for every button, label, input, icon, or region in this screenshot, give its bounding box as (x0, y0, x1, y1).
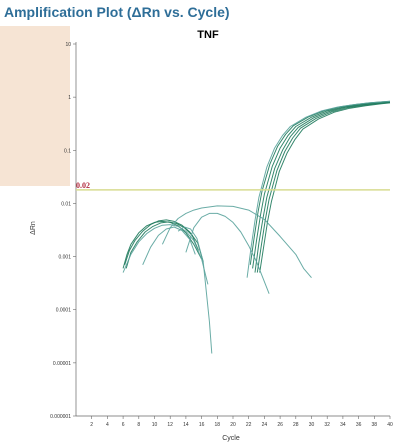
series-line-7 (122, 220, 203, 269)
x-tick-label: 4 (106, 422, 109, 428)
x-tick-label: 12 (167, 422, 173, 428)
series-line-9 (125, 221, 199, 269)
chart-title: TNF (197, 29, 219, 41)
x-tick-label: 18 (215, 422, 221, 428)
y-tick-label: 0.000001 (50, 414, 71, 420)
y-tick-label: 0.00001 (53, 361, 71, 367)
page-title: Amplification Plot (ΔRn vs. Cycle) (4, 4, 230, 20)
x-tick-label: 38 (372, 422, 378, 428)
threshold: 0.02 (76, 181, 390, 191)
x-tick-label: 6 (122, 422, 125, 428)
x-tick-label: 28 (293, 422, 299, 428)
side-panel (0, 26, 70, 186)
y-tick-label: 0.01 (61, 201, 71, 207)
x-tick-label: 22 (246, 422, 252, 428)
x-tick-label: 40 (387, 422, 393, 428)
series-line-6 (246, 100, 391, 278)
series-line-5 (259, 102, 391, 273)
series-group (122, 100, 391, 354)
threshold-label: 0.02 (76, 181, 90, 190)
x-tick-label: 30 (309, 422, 315, 428)
y-axis-title: ΔRn (30, 221, 37, 235)
series-line-13 (161, 205, 312, 279)
y-tick-label: 0.001 (58, 255, 71, 261)
series-line-10 (122, 224, 209, 285)
y-tick-label: 10 (65, 42, 71, 48)
x-tick-label: 2 (90, 422, 93, 428)
x-tick-label: 16 (199, 422, 205, 428)
series-line-4 (249, 100, 391, 265)
series-line-3 (256, 102, 391, 273)
y-tick-label: 0.1 (64, 148, 71, 154)
x-tick-label: 32 (324, 422, 330, 428)
x-axis-title: Cycle (222, 435, 240, 442)
x-tick-label: 26 (277, 422, 283, 428)
x-tick-label: 34 (340, 422, 346, 428)
series-line-14 (185, 212, 270, 294)
series-line-2 (254, 101, 391, 273)
series-line-12 (177, 226, 213, 354)
x-tick-label: 10 (152, 422, 158, 428)
x-tick-label: 24 (262, 422, 268, 428)
x-tick-label: 36 (356, 422, 362, 428)
x-tick-label: 8 (137, 422, 140, 428)
x-tick-label: 20 (230, 422, 236, 428)
y-tick-label: 1 (68, 95, 71, 101)
y-tick-label: 0.0001 (56, 308, 72, 314)
x-tick-label: 14 (183, 422, 189, 428)
series-line-1 (252, 101, 391, 269)
